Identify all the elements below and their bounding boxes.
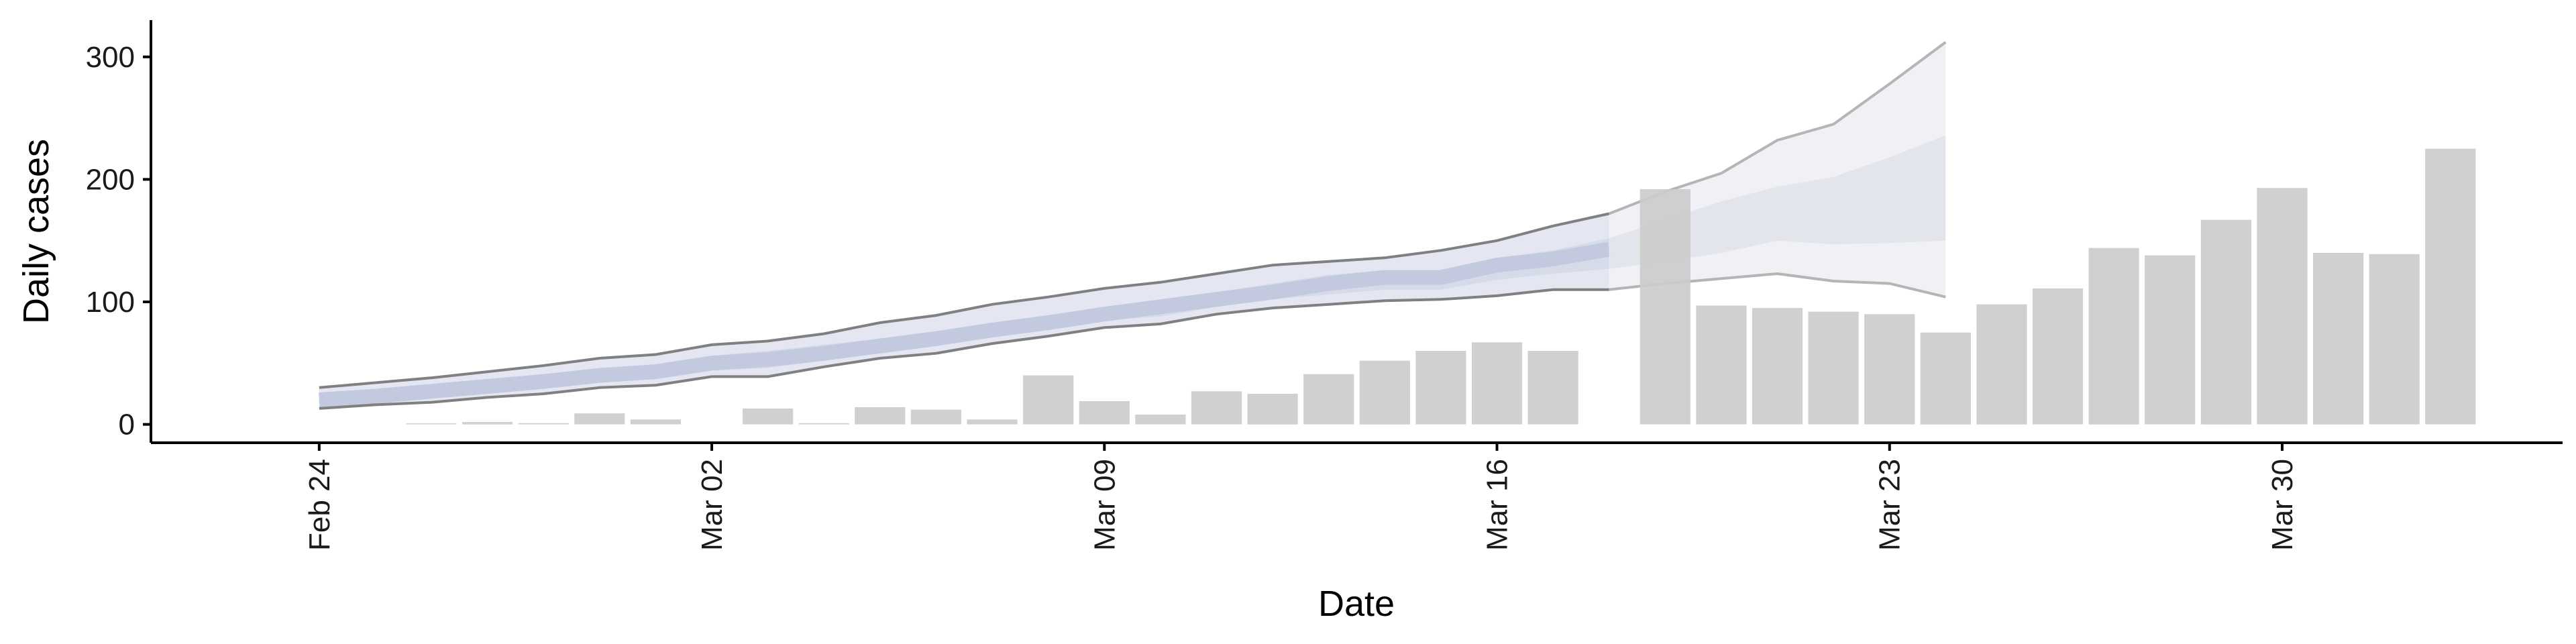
bar-2020-03-25 [1976,304,2027,425]
x-ticks: Feb 24 Mar 02 Mar 09 Mar 16 Mar 23 Mar 30 [303,443,2299,551]
x-tick-label-0: Feb 24 [303,459,336,551]
x-axis-title: Date [1318,584,1395,624]
bar-2020-03-09 [1079,400,1130,425]
bar-layer [406,148,2476,425]
estimate-lower-line [319,288,1609,410]
bar-2020-03-12 [1247,394,1298,425]
bar-2020-03-27 [2088,248,2139,425]
estimate-median-line [319,241,1611,408]
bar-2020-04-02 [2425,148,2476,425]
bar-2020-03-03 [743,408,794,425]
bar-2020-03-31 [2313,253,2364,425]
y-tick-label-100: 100 [86,286,135,319]
bar-2020-02-28 [518,423,569,425]
x-tick-label-3: Mar 16 [1481,459,1514,551]
bar-2020-03-10 [1135,415,1186,425]
bar-2020-03-11 [1191,391,1242,425]
bar-2020-03-06 [910,409,961,425]
y-tick-label-200: 200 [86,163,135,196]
estimate-band-layer [319,41,1947,410]
forecast-inner-band [1609,135,1946,269]
y-tick-label-0: 0 [119,409,135,441]
y-tick-label-300: 300 [86,41,135,74]
bar-2020-03-26 [2032,288,2084,425]
bar-2020-03-01 [630,419,681,425]
bar-2020-03-04 [798,423,849,425]
bar-2020-03-21 [1752,308,1803,425]
bar-2020-03-28 [2145,255,2196,425]
x-tick-label-2: Mar 09 [1088,459,1121,551]
estimate-upper-line [319,212,1610,389]
bar-2020-03-22 [1808,311,1859,425]
bar-2020-03-24 [1920,332,1971,425]
y-axis-title: Daily cases [16,139,56,324]
y-ticks: 0 100 200 300 [86,41,151,441]
bar-2020-03-08 [1023,375,1074,425]
bar-2020-03-15 [1415,351,1466,425]
bar-2020-03-20 [1696,305,1747,425]
bar-2020-03-19 [1640,189,1690,425]
bar-2020-03-05 [855,407,906,425]
axis-layer [150,20,2563,444]
x-tick-label-5: Mar 30 [2266,459,2299,551]
bar-2020-03-17 [1527,351,1578,425]
bar-2020-03-16 [1471,342,1523,425]
x-tick-label-4: Mar 23 [1874,459,1907,551]
bar-2020-03-13 [1303,374,1354,425]
bar-2020-03-29 [2200,219,2251,425]
bar-2020-03-07 [967,419,1018,425]
bar-2020-02-29 [574,413,625,425]
bar-2020-03-30 [2257,188,2308,425]
bar-2020-02-27 [462,422,513,425]
x-tick-label-1: Mar 02 [696,459,729,551]
bar-2020-03-14 [1359,360,1410,425]
bar-2020-03-23 [1864,314,1915,425]
bar-2020-04-01 [2369,254,2420,425]
bar-2020-02-26 [406,423,457,425]
